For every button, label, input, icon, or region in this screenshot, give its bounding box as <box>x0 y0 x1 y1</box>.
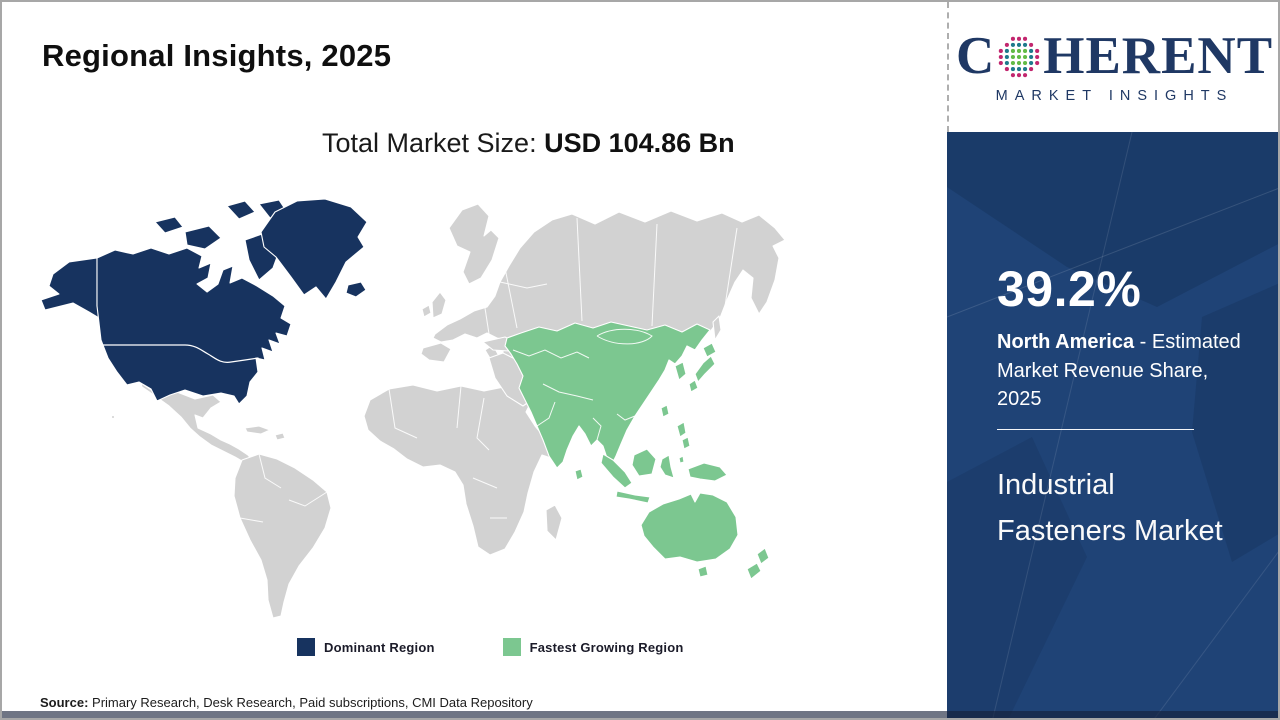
revenue-share-caption: - Estimated Market Revenue Share, 2025 <box>997 331 1241 410</box>
revenue-share-description: North America - Estimated Market Revenue… <box>997 328 1253 414</box>
panel-map-texture <box>947 132 1278 718</box>
map-region-north-america <box>40 198 368 405</box>
map-apac-borders <box>512 328 653 441</box>
total-market-size-label: Total Market Size: <box>322 128 545 158</box>
bottom-bar <box>2 711 1278 718</box>
revenue-share-value: 39.2% <box>997 261 1142 317</box>
logo-area: C HERENT MARKET INSIGHTS <box>947 2 1278 132</box>
map-country-borders <box>239 217 738 523</box>
highlight-panel: 39.2% North America - Estimated Market R… <box>947 132 1278 718</box>
source-line: Source: Primary Research, Desk Research,… <box>40 695 533 710</box>
source-text: Primary Research, Desk Research, Paid su… <box>88 695 533 710</box>
market-name: Industrial Fasteners Market <box>997 469 1223 547</box>
fastest-growing-region-label: Fastest Growing Region <box>529 639 684 655</box>
world-map <box>37 188 817 622</box>
revenue-share-region: North America <box>997 331 1135 353</box>
map-us-canada-border <box>96 344 259 363</box>
fastest-growing-region-swatch <box>502 638 521 656</box>
legend-item-dominant: Dominant Region <box>297 638 435 656</box>
page-title: Regional Insights, 2025 <box>42 38 392 73</box>
panel-divider <box>997 429 1194 430</box>
brand-word: HERENT <box>1043 27 1274 85</box>
world-map-svg <box>40 198 786 619</box>
brand-letter-c: C <box>955 27 996 85</box>
legend-item-fastest: Fastest Growing Region <box>502 638 684 656</box>
globe-dots-icon <box>999 36 1040 77</box>
total-market-size: Total Market Size: USD 104.86 Bn <box>322 128 735 159</box>
source-label: Source: <box>40 695 89 710</box>
dominant-region-label: Dominant Region <box>324 639 435 655</box>
dominant-region-swatch <box>297 638 315 656</box>
total-market-size-value: USD 104.86 Bn <box>544 128 735 158</box>
brand-logo: C HERENT <box>956 30 1273 83</box>
brand-subtitle: MARKET INSIGHTS <box>995 88 1234 104</box>
map-legend: Dominant Region Fastest Growing Region <box>297 638 684 656</box>
